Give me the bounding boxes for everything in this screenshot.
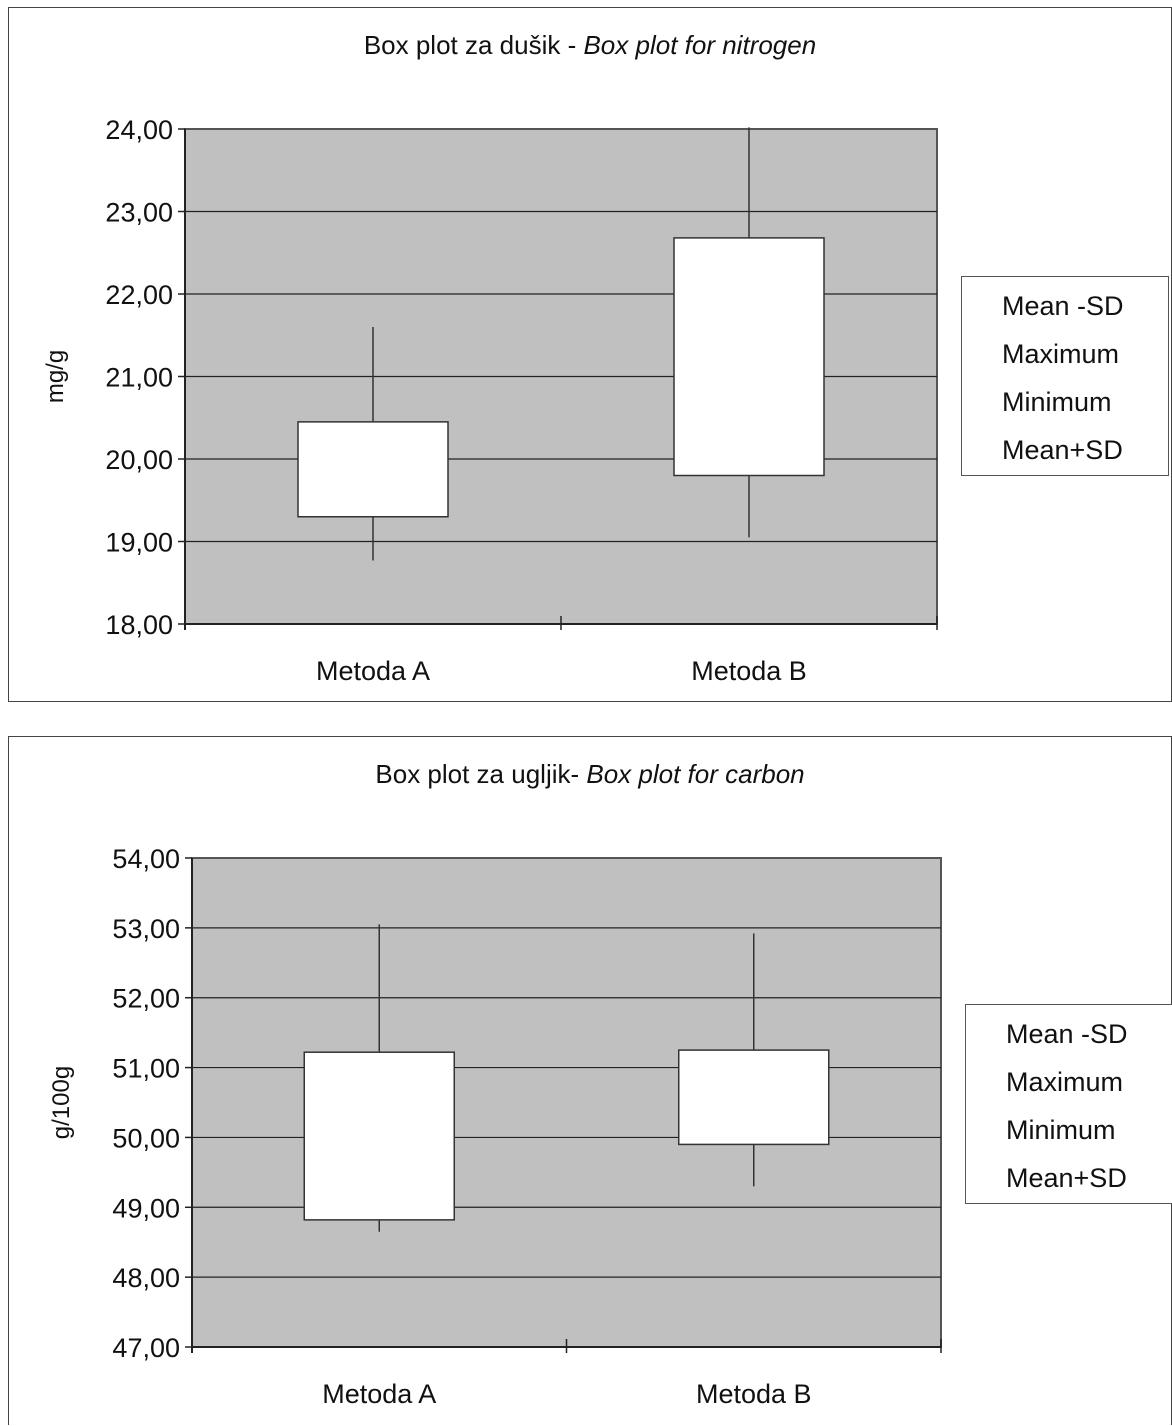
box-metoda-b — [678, 1049, 830, 1146]
y-tick-label: 52,00 — [112, 984, 180, 1014]
chart-title-plain: Box plot za ugljik- — [375, 759, 587, 789]
carbon-chart-panel: Box plot za ugljik- Box plot for carbon … — [8, 736, 1172, 1425]
legend-item-mean-plus-sd: Mean+SD — [1006, 1163, 1127, 1193]
y-tick-label: 24,00 — [105, 115, 173, 145]
y-tick-label: 53,00 — [112, 914, 180, 944]
y-tick-label: 54,00 — [112, 844, 180, 874]
legend: Mean -SD Maximum Minimum Mean+SD — [965, 1004, 1172, 1204]
y-tick-label: 21,00 — [105, 363, 173, 393]
chart-title-italic: Box plot for carbon — [586, 759, 805, 789]
legend-item-mean-minus-sd: Mean -SD — [1006, 1019, 1128, 1049]
y-tick-label: 50,00 — [112, 1123, 180, 1153]
y-axis-label: mg/g — [42, 350, 69, 403]
y-tick-label: 23,00 — [105, 198, 173, 228]
y-tick-label: 48,00 — [112, 1263, 180, 1293]
x-tick-label: Metoda A — [322, 1379, 436, 1409]
legend-item-maximum: Maximum — [1006, 1067, 1124, 1097]
y-tick-label: 51,00 — [112, 1054, 180, 1084]
y-tick-label: 19,00 — [105, 528, 173, 558]
x-tick-label: Metoda A — [316, 656, 430, 686]
chart-title-italic: Box plot for nitrogen — [583, 30, 817, 60]
y-tick-label: 49,00 — [112, 1193, 180, 1223]
box-metoda-a — [303, 1051, 455, 1221]
nitrogen-chart-panel: Box plot za dušik - Box plot for nitroge… — [8, 7, 1172, 702]
y-axis-label: g/100g — [48, 1066, 75, 1139]
y-tick-label: 22,00 — [105, 280, 173, 310]
box-metoda-b — [673, 237, 825, 477]
box-metoda-a — [297, 421, 449, 518]
y-tick-label: 47,00 — [112, 1333, 180, 1363]
chart-title: Box plot za dušik - Box plot for nitroge… — [9, 30, 1171, 61]
legend: Mean -SD Maximum Minimum Mean+SD — [961, 276, 1169, 476]
legend-item-minimum: Minimum — [1006, 1115, 1116, 1145]
legend-item-maximum: Maximum — [1002, 339, 1120, 369]
x-tick-label: Metoda B — [691, 656, 807, 686]
y-tick-label: 20,00 — [105, 445, 173, 475]
y-tick-label: 18,00 — [105, 610, 173, 640]
chart-title: Box plot za ugljik- Box plot for carbon — [9, 759, 1171, 790]
legend-item-mean-minus-sd: Mean -SD — [1002, 291, 1124, 321]
legend-item-minimum: Minimum — [1002, 387, 1112, 417]
carbon-box-plot: 47,00 48,00 49,00 50,00 51,00 52,00 53,00 54,00… — [48, 844, 942, 1409]
chart-title-plain: Box plot za dušik - — [363, 30, 584, 60]
legend-item-mean-plus-sd: Mean+SD — [1002, 435, 1123, 465]
x-tick-label: Metoda B — [696, 1379, 812, 1409]
nitrogen-box-plot: 18,00 19,00 20,00 21,00 22,00 23,00 24,00 mg/g M… — [42, 115, 938, 686]
